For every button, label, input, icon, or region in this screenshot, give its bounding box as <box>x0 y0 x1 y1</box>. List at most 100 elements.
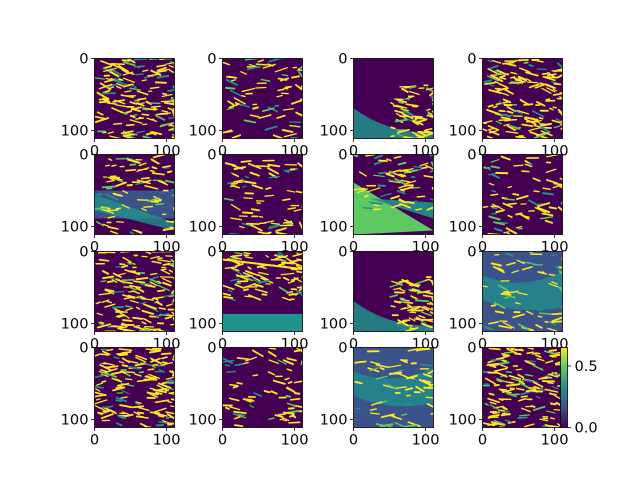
heatmap-image <box>353 154 434 235</box>
x-tick-label: 100 <box>412 432 440 449</box>
x-tick-label: 0 <box>218 336 227 353</box>
y-tick-label: 0 <box>207 340 216 357</box>
y-tick-label: 100 <box>320 412 348 429</box>
heatmap-image <box>94 347 175 428</box>
panel-frame <box>222 347 303 428</box>
y-tick-label: 0 <box>467 340 476 357</box>
x-tick-label: 0 <box>218 239 227 256</box>
y-tick-label: 0 <box>338 340 347 357</box>
x-tick-label: 0 <box>349 336 358 353</box>
colorbar-tick-label: 0.5 <box>575 358 598 375</box>
y-tick-label: 100 <box>189 219 217 236</box>
heatmap-image <box>222 154 303 235</box>
panel-frame <box>353 251 434 332</box>
x-tick-label: 100 <box>153 432 181 449</box>
colorbar-gradient <box>560 347 568 428</box>
x-tick-label: 0 <box>218 432 227 449</box>
heatmap-image <box>222 347 303 428</box>
panel-frame <box>94 58 175 139</box>
y-tick-label: 100 <box>189 316 217 333</box>
x-tick-label: 0 <box>349 239 358 256</box>
y-tick-label: 100 <box>449 123 477 140</box>
x-tick-label: 0 <box>90 143 99 160</box>
y-tick-label: 0 <box>207 147 216 164</box>
panel-frame <box>222 58 303 139</box>
x-tick-label: 0 <box>478 432 487 449</box>
x-tick-label: 0 <box>349 143 358 160</box>
panel-frame <box>94 251 175 332</box>
panel-frame <box>353 154 434 235</box>
panel-frame <box>222 251 303 332</box>
y-tick-label: 100 <box>61 412 89 429</box>
heatmap-image <box>94 251 175 332</box>
x-tick-label: 0 <box>478 336 487 353</box>
y-tick-label: 0 <box>79 340 88 357</box>
heatmap-image <box>482 154 563 235</box>
heatmap-image <box>222 251 303 332</box>
y-tick-label: 0 <box>338 244 347 261</box>
x-tick-label: 0 <box>218 143 227 160</box>
x-tick-label: 0 <box>90 336 99 353</box>
y-tick-label: 0 <box>207 51 216 68</box>
heatmap-image <box>482 58 563 139</box>
colorbar: 0.0 0.5 <box>560 347 598 437</box>
y-tick-label: 100 <box>61 316 89 333</box>
heatmap-image <box>94 154 175 235</box>
panel-frame <box>94 347 175 428</box>
x-tick-label: 0 <box>478 239 487 256</box>
panel-frame <box>482 154 563 235</box>
x-tick-label: 0 <box>90 432 99 449</box>
y-tick-label: 100 <box>61 219 89 236</box>
y-tick-label: 100 <box>449 316 477 333</box>
panel-frame <box>482 251 563 332</box>
y-tick-label: 0 <box>467 51 476 68</box>
y-tick-label: 100 <box>320 316 348 333</box>
heatmap-image <box>353 58 434 139</box>
heatmap-image <box>482 251 563 332</box>
y-tick-label: 0 <box>79 51 88 68</box>
panel-frame <box>222 154 303 235</box>
y-tick-label: 100 <box>449 219 477 236</box>
heatmap-image <box>353 251 434 332</box>
panel-frame <box>353 58 434 139</box>
y-tick-label: 0 <box>467 244 476 261</box>
colorbar-tick-label: 0.0 <box>575 420 598 437</box>
panel-frame <box>353 347 434 428</box>
y-tick-label: 100 <box>320 219 348 236</box>
heatmap-image <box>482 347 563 428</box>
y-tick-label: 100 <box>449 412 477 429</box>
y-tick-label: 100 <box>189 123 217 140</box>
y-tick-label: 0 <box>338 51 347 68</box>
x-tick-label: 100 <box>541 432 569 449</box>
y-tick-label: 0 <box>207 244 216 261</box>
x-tick-label: 100 <box>281 432 309 449</box>
heatmap-image <box>94 58 175 139</box>
y-tick-label: 0 <box>467 147 476 164</box>
y-tick-label: 0 <box>79 147 88 164</box>
x-tick-label: 0 <box>90 239 99 256</box>
x-tick-label: 0 <box>349 432 358 449</box>
panel-frame <box>94 154 175 235</box>
heatmap-image <box>222 58 303 139</box>
y-tick-label: 100 <box>61 123 89 140</box>
y-tick-label: 0 <box>79 244 88 261</box>
y-tick-label: 100 <box>189 412 217 429</box>
